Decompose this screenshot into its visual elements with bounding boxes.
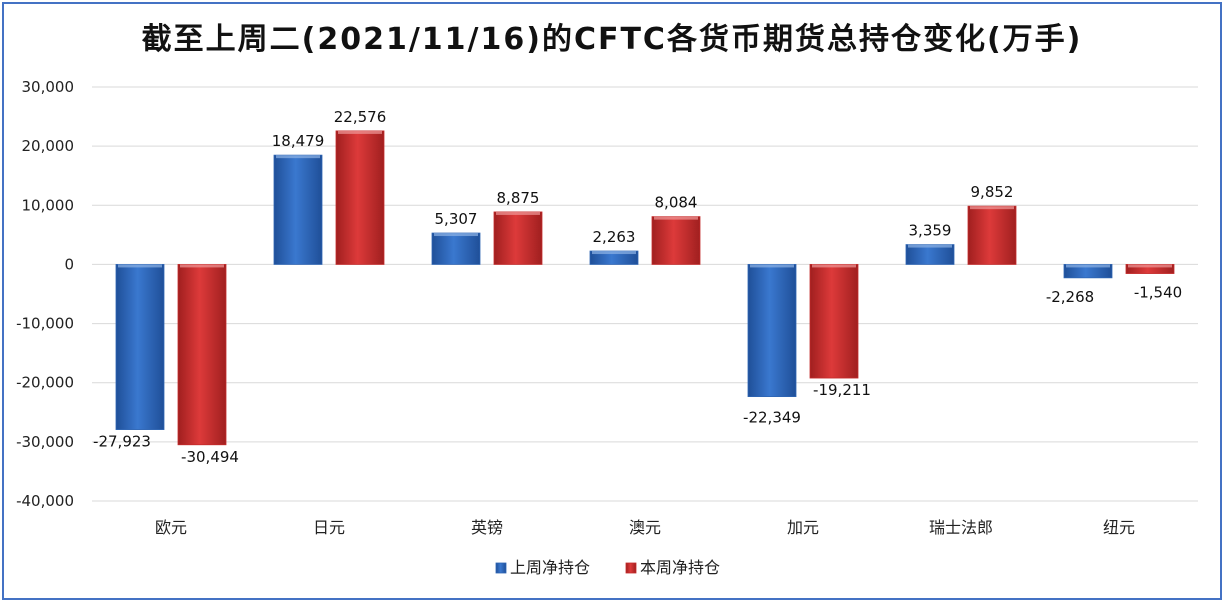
data-labels: -27,923 -30,494 18,479 22,576 5,307 8,875 2,26… bbox=[93, 108, 1182, 466]
data-label: 18,479 bbox=[272, 132, 325, 150]
bar-this-week bbox=[177, 264, 227, 446]
category-label: 加元 bbox=[787, 518, 819, 537]
data-label: 22,576 bbox=[334, 108, 387, 126]
bar-highlight bbox=[496, 211, 540, 215]
data-label: -27,923 bbox=[93, 433, 151, 451]
category-label: 纽元 bbox=[1103, 518, 1135, 537]
y-tick-label: -10,000 bbox=[16, 315, 74, 333]
bar-highlight bbox=[750, 264, 794, 268]
legend-label: 本周净持仓 bbox=[640, 558, 720, 577]
x-axis-categories: 欧元 日元 英镑 澳元 加元 瑞士法郎 纽元 bbox=[155, 518, 1135, 537]
bar-last-week bbox=[431, 232, 481, 265]
y-tick-label: -30,000 bbox=[16, 433, 74, 451]
category-label: 澳元 bbox=[629, 518, 661, 537]
data-label: -19,211 bbox=[813, 381, 871, 399]
y-tick-label: 30,000 bbox=[22, 78, 75, 96]
gridlines bbox=[92, 86, 1198, 502]
y-axis-ticks: 30,000 20,000 10,000 0 -10,000 -20,000 -30,000… bbox=[16, 78, 74, 510]
category-label: 欧元 bbox=[155, 518, 187, 537]
bar-highlight bbox=[908, 244, 952, 248]
category-label: 瑞士法郎 bbox=[929, 518, 993, 537]
legend-label: 上周净持仓 bbox=[510, 558, 590, 577]
bar-highlight bbox=[276, 155, 320, 159]
data-label: 8,084 bbox=[655, 194, 698, 212]
y-tick-label: -20,000 bbox=[16, 374, 74, 392]
bar-highlight bbox=[812, 264, 856, 268]
data-label: 5,307 bbox=[435, 210, 478, 228]
legend-swatch-this-week bbox=[625, 562, 637, 574]
bar-highlight bbox=[118, 264, 162, 268]
category-label: 日元 bbox=[313, 518, 345, 537]
data-label: -22,349 bbox=[743, 409, 801, 427]
bar-this-week bbox=[651, 216, 701, 265]
data-label: -1,540 bbox=[1134, 284, 1182, 302]
data-label: 8,875 bbox=[497, 189, 540, 207]
category-label: 英镑 bbox=[471, 518, 503, 537]
data-label: 3,359 bbox=[909, 222, 952, 240]
data-label: 2,263 bbox=[593, 228, 636, 246]
y-tick-label: 20,000 bbox=[22, 137, 75, 155]
y-tick-label: 0 bbox=[64, 255, 74, 273]
bar-this-week bbox=[335, 130, 385, 265]
legend: 上周净持仓 本周净持仓 bbox=[495, 558, 720, 577]
legend-swatch-last-week bbox=[495, 562, 507, 574]
data-label: 9,852 bbox=[971, 183, 1014, 201]
data-label: -30,494 bbox=[181, 448, 239, 466]
bar-this-week bbox=[809, 264, 859, 379]
bars bbox=[115, 130, 1175, 446]
bar-highlight bbox=[592, 251, 636, 255]
bar-highlight bbox=[654, 216, 698, 220]
bar-this-week bbox=[967, 205, 1017, 265]
data-label: -2,268 bbox=[1046, 288, 1094, 306]
bar-last-week bbox=[747, 264, 797, 398]
bar-highlight bbox=[1128, 264, 1172, 268]
bar-highlight bbox=[970, 206, 1014, 210]
bar-this-week bbox=[493, 211, 543, 265]
bar-last-week bbox=[115, 264, 165, 430]
bar-highlight bbox=[1066, 264, 1110, 268]
bar-highlight bbox=[180, 264, 224, 268]
bar-highlight bbox=[338, 130, 382, 134]
chart-title: 截至上周二(2021/11/16)的CFTC各货币期货总持仓变化(万手) bbox=[141, 22, 1083, 57]
bar-highlight bbox=[434, 233, 478, 237]
bar-last-week bbox=[273, 154, 323, 265]
y-tick-label: -40,000 bbox=[16, 492, 74, 510]
y-tick-label: 10,000 bbox=[22, 196, 75, 214]
